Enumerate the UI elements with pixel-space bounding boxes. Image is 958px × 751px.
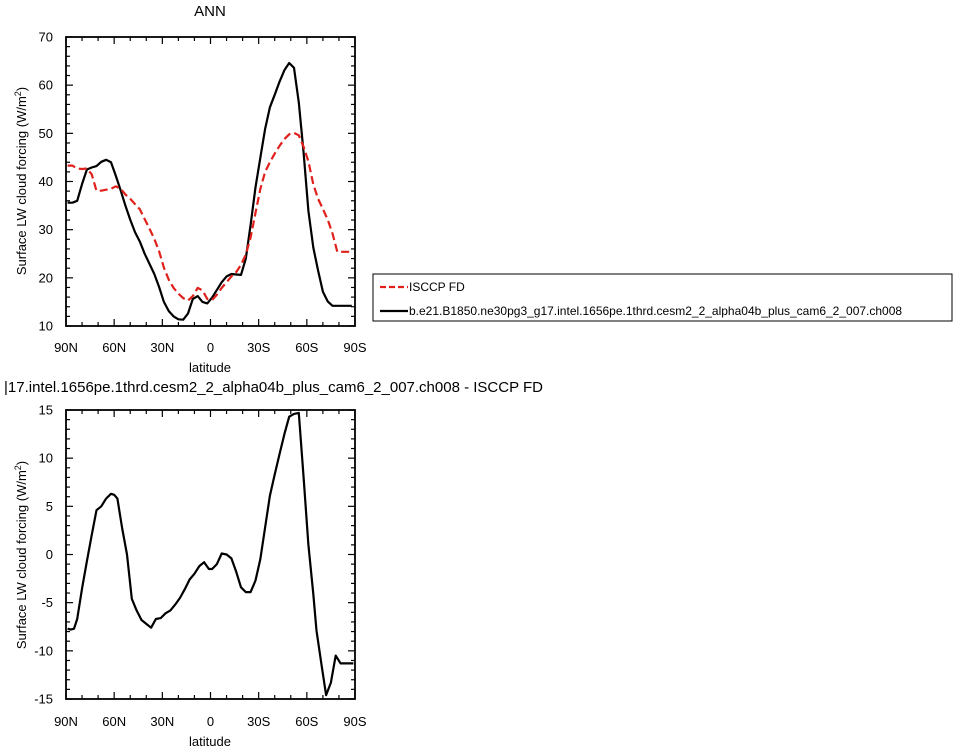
top-xtick-label: 60S xyxy=(295,340,318,355)
top-xtick-label: 90S xyxy=(343,340,366,355)
top-chart-title: ANN xyxy=(194,3,226,20)
bottom-chart: |17.intel.1656pe.1thrd.cesm2_2_alpha04b_… xyxy=(4,379,543,749)
bottom-xtick-label: 90S xyxy=(343,714,366,729)
legend-label-model: b.e21.B1850.ne30pg3_g17.intel.1656pe.1th… xyxy=(409,304,902,318)
bottom-ytick-label: 10 xyxy=(39,451,53,466)
bottom-chart-title: |17.intel.1656pe.1thrd.cesm2_2_alpha04b_… xyxy=(4,379,543,396)
top-xtick-label: 90N xyxy=(54,340,78,355)
top-ytick-label: 60 xyxy=(39,78,53,93)
top-series-isccp-line xyxy=(67,131,352,302)
bottom-chart-ylabel: Surface LW cloud forcing (W/m2) xyxy=(13,461,29,649)
bottom-chart-plot-frame xyxy=(65,409,356,700)
top-xtick-label: 0 xyxy=(207,340,214,355)
top-ytick-label: 20 xyxy=(39,270,53,285)
bottom-ytick-label: -15 xyxy=(34,692,53,707)
bottom-ytick-label: 15 xyxy=(39,403,53,418)
bottom-series-difference-line xyxy=(67,411,354,697)
top-xtick-label: 30S xyxy=(247,340,270,355)
bottom-chart-series-layer xyxy=(67,411,354,697)
top-ytick-label: 40 xyxy=(39,174,53,189)
bottom-xtick-label: 30S xyxy=(247,714,270,729)
bottom-ytick-label: 0 xyxy=(46,547,53,562)
top-chart-ylabel: Surface LW cloud forcing (W/m2) xyxy=(13,87,29,275)
top-series-model-line xyxy=(67,61,352,321)
bottom-xtick-label: 30N xyxy=(150,714,174,729)
bottom-ytick-label: 5 xyxy=(46,499,53,514)
top-xtick-label: 60N xyxy=(102,340,126,355)
top-ytick-label: 30 xyxy=(39,222,53,237)
top-xtick-label: 30N xyxy=(150,340,174,355)
top-chart: ANN 90N 60N 30N 0 30S 60S 90S 10 20 30 4… xyxy=(13,3,367,375)
bottom-chart-ticks xyxy=(65,409,356,700)
top-ytick-label: 50 xyxy=(39,126,53,141)
bottom-xtick-label: 0 xyxy=(207,714,214,729)
legend-label-isccp: ISCCP FD xyxy=(409,280,465,294)
top-ytick-label: 70 xyxy=(39,30,53,45)
bottom-xtick-label: 90N xyxy=(54,714,78,729)
top-ytick-label: 10 xyxy=(39,319,53,334)
bottom-chart-xlabel: latitude xyxy=(189,734,231,749)
top-chart-series-layer xyxy=(67,61,352,321)
top-chart-xlabel: latitude xyxy=(189,360,231,375)
bottom-xtick-label: 60S xyxy=(295,714,318,729)
legend: ISCCP FD b.e21.B1850.ne30pg3_g17.intel.1… xyxy=(372,273,953,322)
top-chart-ticks xyxy=(65,36,356,327)
bottom-xtick-label: 60N xyxy=(102,714,126,729)
bottom-ytick-label: -5 xyxy=(41,595,53,610)
bottom-ytick-label: -10 xyxy=(34,643,53,658)
legend-box xyxy=(372,273,953,322)
